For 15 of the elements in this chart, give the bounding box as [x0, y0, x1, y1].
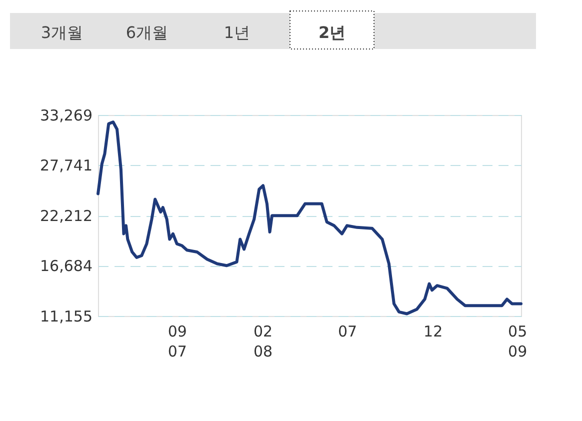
text: 1년	[224, 23, 250, 42]
line-series	[96, 120, 522, 316]
y-tick-label: 33,269	[40, 106, 92, 124]
x-tick-label: 07	[338, 322, 358, 340]
y-tick-label: 22,212	[40, 207, 92, 225]
text: 2년	[318, 23, 346, 42]
x-tick-label: 02 08	[253, 322, 273, 360]
y-tick-label: 27,741	[40, 156, 92, 175]
text: 3개월	[40, 23, 84, 42]
x-tick-label: 05 09	[508, 322, 528, 360]
y-tick-label: 16,684	[40, 257, 92, 276]
text: 6개월	[126, 23, 168, 42]
y-tick-label: 11,155	[40, 308, 92, 326]
x-tick-label: 12	[424, 322, 443, 340]
x-tick-label: 09 07	[168, 322, 187, 360]
